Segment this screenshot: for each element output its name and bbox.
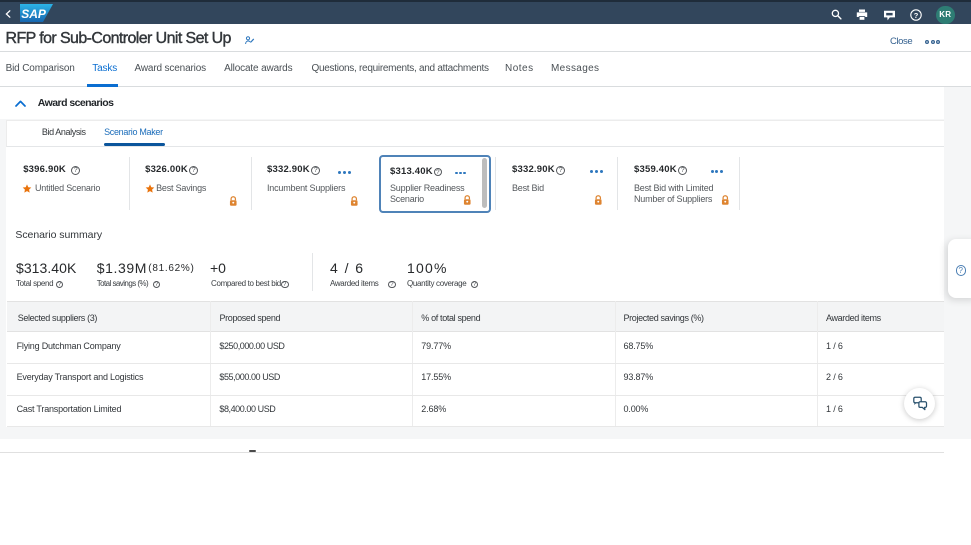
svg-text:?: ? (914, 11, 919, 20)
svg-text:SAP: SAP (21, 7, 47, 21)
